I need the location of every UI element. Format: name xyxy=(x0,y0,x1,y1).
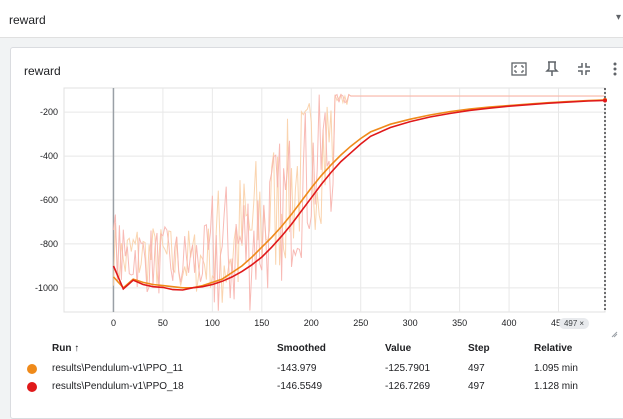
x-tick-label: 300 xyxy=(403,318,418,328)
row-run: results\Pendulum-v1\PPO_18 xyxy=(52,381,184,392)
header-value: Value xyxy=(385,343,412,354)
header-relative: Relative xyxy=(534,343,573,354)
more-vert-icon[interactable] xyxy=(604,58,623,80)
expand-icon[interactable]: ▾ xyxy=(615,12,621,23)
row-relative: 1.095 min xyxy=(534,363,578,374)
row-step: 497 xyxy=(468,363,485,374)
row-relative: 1.128 min xyxy=(534,381,578,392)
step-badge-label: 497 xyxy=(563,319,578,328)
x-tick-label: 400 xyxy=(502,318,517,328)
close-icon[interactable]: × xyxy=(579,319,585,328)
x-tick-label: 0 xyxy=(111,318,116,328)
x-tick-label: 200 xyxy=(304,318,319,328)
chart-card: reward xyxy=(10,47,623,419)
card-title: reward xyxy=(24,64,61,78)
step-badge[interactable]: 497 × xyxy=(559,318,589,329)
pin-icon[interactable] xyxy=(541,58,563,80)
run-color-dot xyxy=(27,364,37,374)
y-tick-label: -200 xyxy=(40,107,58,117)
search-input[interactable]: reward xyxy=(9,13,46,27)
row-value: -125.7901 xyxy=(385,363,431,374)
x-tick-label: 150 xyxy=(254,318,269,328)
row-value: -126.7269 xyxy=(385,381,431,392)
row-step: 497 xyxy=(468,381,485,392)
raw-series-line xyxy=(113,93,604,311)
smoothed-series-line xyxy=(112,99,606,291)
header-smoothed: Smoothed xyxy=(277,343,326,354)
row-run: results\Pendulum-v1\PPO_11 xyxy=(52,363,183,374)
x-tick-label: 250 xyxy=(353,318,368,328)
run-color-dot xyxy=(27,382,37,392)
hover-point xyxy=(603,98,607,103)
row-smoothed: -146.5549 xyxy=(277,381,323,392)
y-tick-label: -400 xyxy=(40,151,58,161)
y-tick-label: -1000 xyxy=(35,283,58,293)
x-tick-label: 350 xyxy=(452,318,467,328)
search-bar[interactable]: reward ▾ xyxy=(0,0,623,38)
fit-domain-icon[interactable] xyxy=(573,58,595,80)
y-tick-label: -800 xyxy=(40,239,58,249)
y-tick-label: -600 xyxy=(40,195,58,205)
x-tick-label: 100 xyxy=(205,318,220,328)
x-tick-label: 50 xyxy=(158,318,168,328)
x-tick-label: 450 xyxy=(551,318,566,328)
row-smoothed: -143.979 xyxy=(277,363,317,374)
resize-icon xyxy=(611,331,618,338)
header-run[interactable]: Run ↑ xyxy=(52,343,80,354)
raw-series-line xyxy=(113,93,604,303)
header-step: Step xyxy=(468,343,490,354)
smoothed-series-line xyxy=(112,99,606,289)
fullscreen-icon[interactable] xyxy=(508,58,530,80)
